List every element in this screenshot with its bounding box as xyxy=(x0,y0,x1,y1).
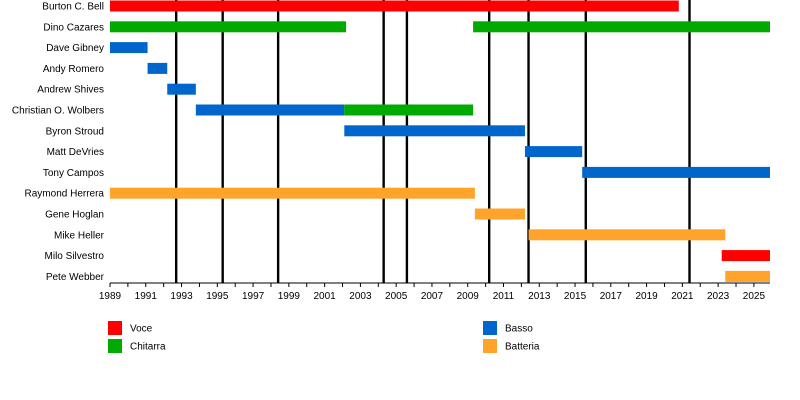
member-bar xyxy=(582,166,770,178)
x-tick-label: 2013 xyxy=(528,291,551,302)
legend-label: Voce xyxy=(130,324,153,335)
member-label: Dino Cazares xyxy=(43,22,104,33)
legend-swatch xyxy=(108,321,122,335)
member-label: Matt DeVries xyxy=(47,147,104,158)
member-bar xyxy=(110,42,148,54)
x-tick-label: 1995 xyxy=(206,291,229,302)
x-tick-label: 2021 xyxy=(671,291,694,302)
member-label: Andrew Shives xyxy=(37,85,104,96)
x-axis: 1989 1991 1993 1995 1997 1999 2001 2003 2005 2007… xyxy=(99,282,770,302)
member-bar xyxy=(725,270,770,282)
member-bar xyxy=(344,104,474,116)
x-tick-label: 2015 xyxy=(564,291,587,302)
member-labels: Burton C. Bell Dino Cazares Dave Gibney And… xyxy=(12,2,105,283)
member-bar xyxy=(524,146,583,158)
member-label: Byron Stroud xyxy=(46,126,104,137)
x-tick-label: 2005 xyxy=(385,291,408,302)
x-tick-label: 2011 xyxy=(493,291,515,302)
x-tick-label: 2001 xyxy=(314,291,337,302)
member-label: Burton C. Bell xyxy=(42,2,104,13)
legend-swatch xyxy=(483,339,497,353)
member-label: Andy Romero xyxy=(43,64,105,75)
legend-swatch xyxy=(108,339,122,353)
x-tick-label: 1989 xyxy=(99,291,122,302)
member-label: Mike Heller xyxy=(54,230,105,241)
member-label: Pete Webber xyxy=(46,272,105,283)
member-bars xyxy=(110,0,770,282)
member-bar xyxy=(110,187,475,199)
legend-swatch xyxy=(483,321,497,335)
legend: Voce Chitarra Basso Batteria xyxy=(108,321,540,353)
member-bar xyxy=(147,62,168,74)
member-bar xyxy=(344,125,525,137)
x-tick-label: 1997 xyxy=(242,291,265,302)
member-bar xyxy=(110,21,347,33)
legend-label: Batteria xyxy=(505,342,540,353)
member-label: Milo Silvestro xyxy=(45,251,105,262)
member-bar xyxy=(473,21,770,33)
member-bar xyxy=(721,250,770,262)
x-tick-label: 2003 xyxy=(349,291,372,302)
x-tick-label: 1991 xyxy=(135,291,158,302)
x-tick-label: 2007 xyxy=(421,291,444,302)
legend-label: Basso xyxy=(505,324,533,335)
member-bar xyxy=(528,229,726,241)
member-bar xyxy=(474,208,525,220)
x-tick-label: 2025 xyxy=(743,291,766,302)
x-tick-label: 2019 xyxy=(635,291,658,302)
x-tick-label: 1999 xyxy=(278,291,301,302)
member-label: Raymond Herrera xyxy=(25,189,105,200)
x-tick-label: 1993 xyxy=(170,291,193,302)
member-bar xyxy=(195,104,345,116)
member-label: Christian O. Wolbers xyxy=(12,106,104,117)
member-label: Tony Campos xyxy=(43,168,104,179)
member-bar xyxy=(110,0,679,12)
member-label: Dave Gibney xyxy=(46,43,104,54)
legend-label: Chitarra xyxy=(130,342,166,353)
member-label: Gene Hoglan xyxy=(45,210,104,221)
event-lines xyxy=(174,0,691,283)
x-tick-label: 2009 xyxy=(457,291,480,302)
member-bar xyxy=(167,83,196,95)
x-tick-label: 2017 xyxy=(600,291,623,302)
x-tick-label: 2023 xyxy=(707,291,730,302)
